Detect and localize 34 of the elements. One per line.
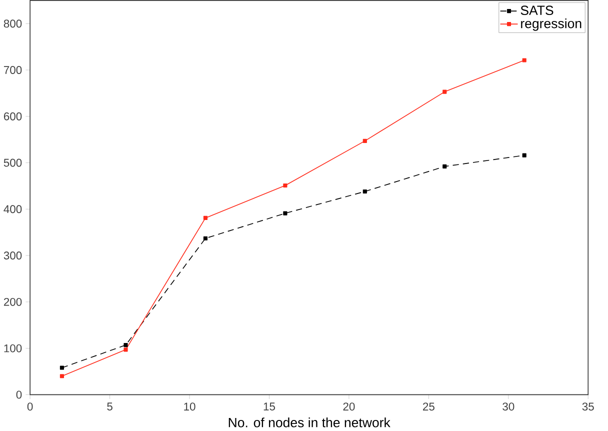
x-axis-title: No. of nodes in the network [228,418,390,428]
point [60,374,64,378]
legend-label: regression [521,18,582,31]
y-tick-label: 100 [4,344,22,352]
x-tick-label: 15 [264,402,275,411]
y-tick-label: 500 [4,158,22,167]
x-tick-label: 5 [107,402,112,411]
x-tick-label: 30 [502,402,514,411]
point [522,153,526,158]
y-tick-label: 700 [4,66,22,74]
y-tick-label: 600 [4,112,22,120]
point [283,184,288,188]
x-tick-label: 35 [582,402,594,411]
point [203,216,208,220]
point [283,211,288,216]
point [442,90,447,94]
point [362,139,367,144]
y-tick-label: 200 [4,298,22,306]
point [60,366,64,370]
legend-label: SATS [520,6,554,16]
y-tick-label: 400 [4,205,22,214]
y-tick-label: 800 [4,20,22,28]
point [442,164,447,169]
point [362,190,367,194]
x-tick-label: 25 [423,402,434,411]
y-tick-label: 300 [4,252,22,260]
point [203,236,208,241]
x-tick-label: 0 [27,402,33,411]
y-tick-label: 0 [16,390,22,399]
point [124,348,128,352]
x-tick-label: 10 [184,402,196,411]
x-tick-label: 20 [343,402,355,411]
point [522,58,526,62]
point [124,343,128,348]
